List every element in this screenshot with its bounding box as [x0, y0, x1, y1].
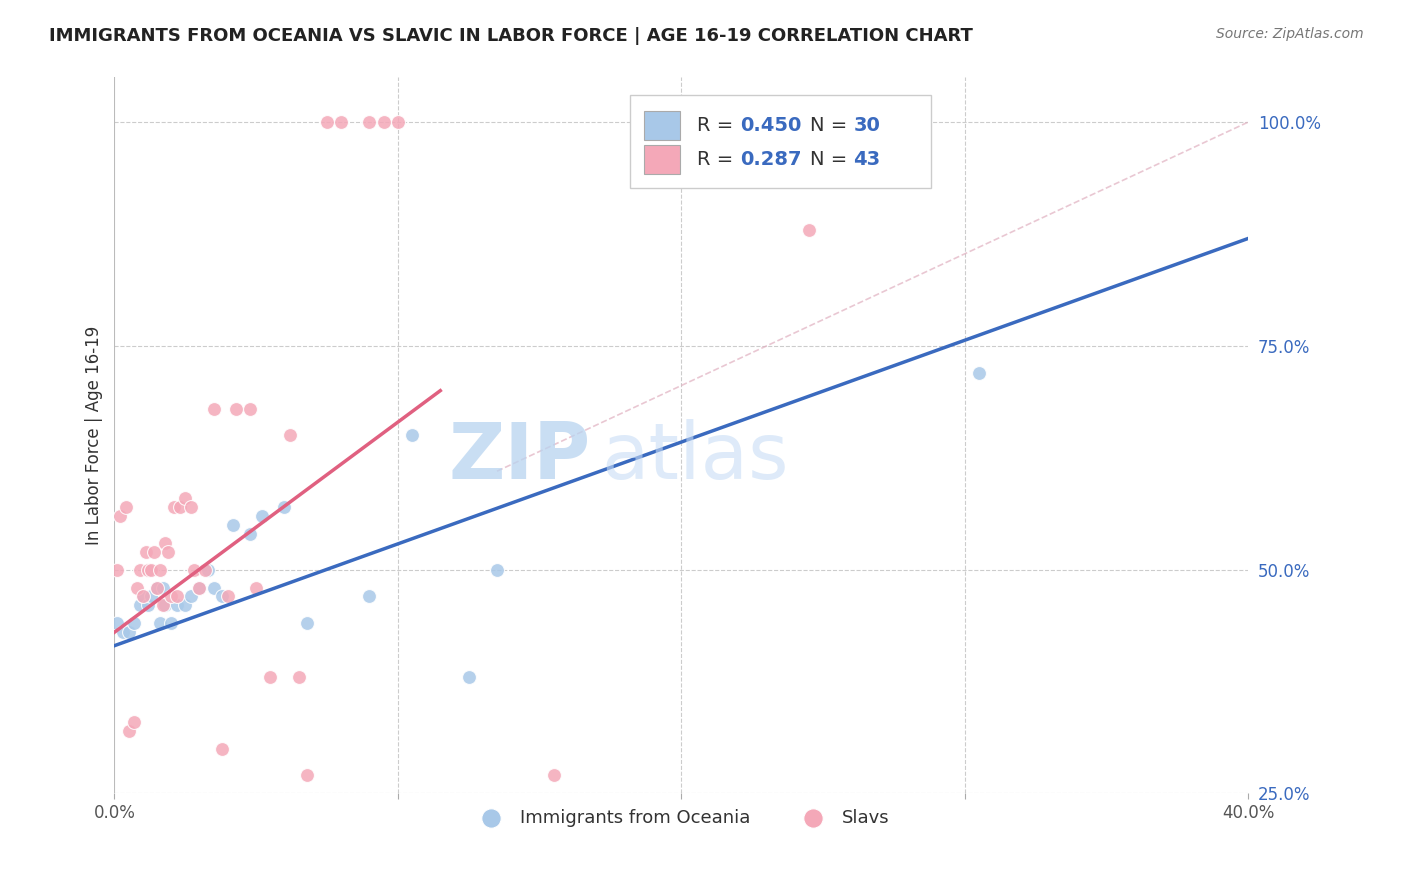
Point — [180, 590, 202, 604]
Point — [138, 563, 160, 577]
Point — [202, 581, 225, 595]
Point — [105, 616, 128, 631]
Point — [273, 500, 295, 514]
Point — [152, 599, 174, 613]
Point — [211, 741, 233, 756]
Point — [174, 599, 197, 613]
Point — [188, 581, 211, 595]
Legend: Immigrants from Oceania, Slavs: Immigrants from Oceania, Slavs — [465, 802, 897, 834]
Point — [141, 563, 163, 577]
Point — [132, 590, 155, 604]
Point — [259, 670, 281, 684]
FancyBboxPatch shape — [644, 112, 681, 140]
Point — [543, 768, 565, 782]
Point — [359, 115, 381, 129]
Point — [129, 563, 152, 577]
Point — [457, 670, 479, 684]
Text: 0.287: 0.287 — [740, 150, 801, 169]
Point — [387, 115, 409, 129]
Text: N =: N = — [810, 150, 853, 169]
Point — [138, 599, 160, 613]
Text: Source: ZipAtlas.com: Source: ZipAtlas.com — [1216, 27, 1364, 41]
Point — [105, 563, 128, 577]
Point — [152, 581, 174, 595]
Point — [967, 366, 990, 380]
Point — [485, 563, 508, 577]
Point — [217, 590, 239, 604]
Point — [169, 500, 191, 514]
Point — [143, 545, 166, 559]
Point — [295, 768, 318, 782]
Point — [108, 508, 131, 523]
Point — [183, 563, 205, 577]
Point — [239, 401, 262, 416]
Point — [197, 563, 219, 577]
Text: ZIP: ZIP — [449, 419, 591, 495]
Point — [163, 500, 186, 514]
Point — [166, 599, 188, 613]
Point — [401, 428, 423, 442]
Point — [239, 526, 262, 541]
Point — [202, 401, 225, 416]
Point — [125, 581, 148, 595]
Text: 30: 30 — [853, 116, 880, 135]
Point — [180, 500, 202, 514]
Point — [122, 616, 145, 631]
Point — [135, 545, 157, 559]
Point — [149, 616, 172, 631]
Point — [149, 563, 172, 577]
Point — [194, 563, 217, 577]
Text: 0.450: 0.450 — [740, 116, 801, 135]
Point — [114, 500, 136, 514]
Point — [141, 590, 163, 604]
Point — [250, 508, 273, 523]
Point — [117, 723, 139, 738]
Point — [166, 590, 188, 604]
Point — [278, 428, 301, 442]
Point — [359, 590, 381, 604]
Point — [797, 222, 820, 236]
Point — [117, 625, 139, 640]
Text: R =: R = — [697, 150, 740, 169]
Text: 43: 43 — [853, 150, 880, 169]
Point — [146, 581, 169, 595]
Point — [157, 545, 180, 559]
Point — [160, 590, 183, 604]
Point — [122, 714, 145, 729]
Text: IMMIGRANTS FROM OCEANIA VS SLAVIC IN LABOR FORCE | AGE 16-19 CORRELATION CHART: IMMIGRANTS FROM OCEANIA VS SLAVIC IN LAB… — [49, 27, 973, 45]
Point — [188, 581, 211, 595]
Point — [287, 670, 309, 684]
Point — [295, 616, 318, 631]
Text: R =: R = — [697, 116, 740, 135]
Point — [330, 115, 353, 129]
Point — [373, 115, 395, 129]
Point — [174, 491, 197, 505]
Point — [160, 616, 183, 631]
Point — [245, 581, 267, 595]
Point — [225, 401, 247, 416]
Point — [155, 535, 177, 549]
Point — [222, 517, 245, 532]
Text: atlas: atlas — [602, 419, 789, 495]
Y-axis label: In Labor Force | Age 16-19: In Labor Force | Age 16-19 — [86, 326, 103, 545]
Point — [129, 599, 152, 613]
Point — [316, 115, 339, 129]
Point — [111, 625, 134, 640]
Point — [132, 590, 155, 604]
Point — [146, 581, 169, 595]
FancyBboxPatch shape — [630, 95, 931, 188]
Point — [211, 590, 233, 604]
Point — [155, 599, 177, 613]
FancyBboxPatch shape — [644, 145, 681, 174]
Text: N =: N = — [810, 116, 853, 135]
